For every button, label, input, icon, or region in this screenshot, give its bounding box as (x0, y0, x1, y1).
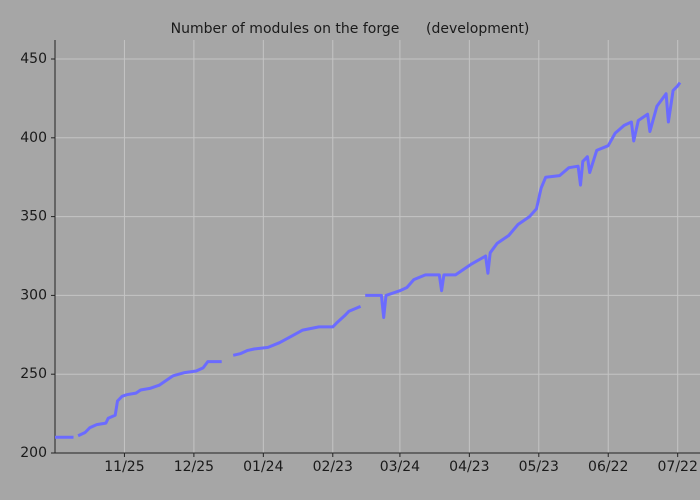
x-tick-label: 07/22 (658, 459, 698, 475)
x-tick-label: 04/23 (449, 459, 489, 475)
y-tick-label: 400 (20, 130, 47, 146)
y-tick-label: 300 (20, 287, 47, 303)
chart-title: Number of modules on the forge (developm… (171, 21, 530, 37)
y-tick-label: 450 (20, 51, 47, 67)
data-line (55, 81, 682, 439)
y-tick-label: 250 (20, 366, 47, 382)
y-tick-label: 200 (20, 445, 47, 461)
x-tick-label: 06/22 (588, 459, 628, 475)
x-tick-label: 01/24 (243, 459, 283, 475)
x-tick-label: 05/23 (519, 459, 559, 475)
x-tick-label: 03/24 (380, 459, 420, 475)
x-tick-label: 12/25 (174, 459, 214, 475)
x-tick-label: 02/23 (313, 459, 353, 475)
y-tick-label: 350 (20, 209, 47, 225)
x-tick-label: 11/25 (104, 459, 144, 475)
